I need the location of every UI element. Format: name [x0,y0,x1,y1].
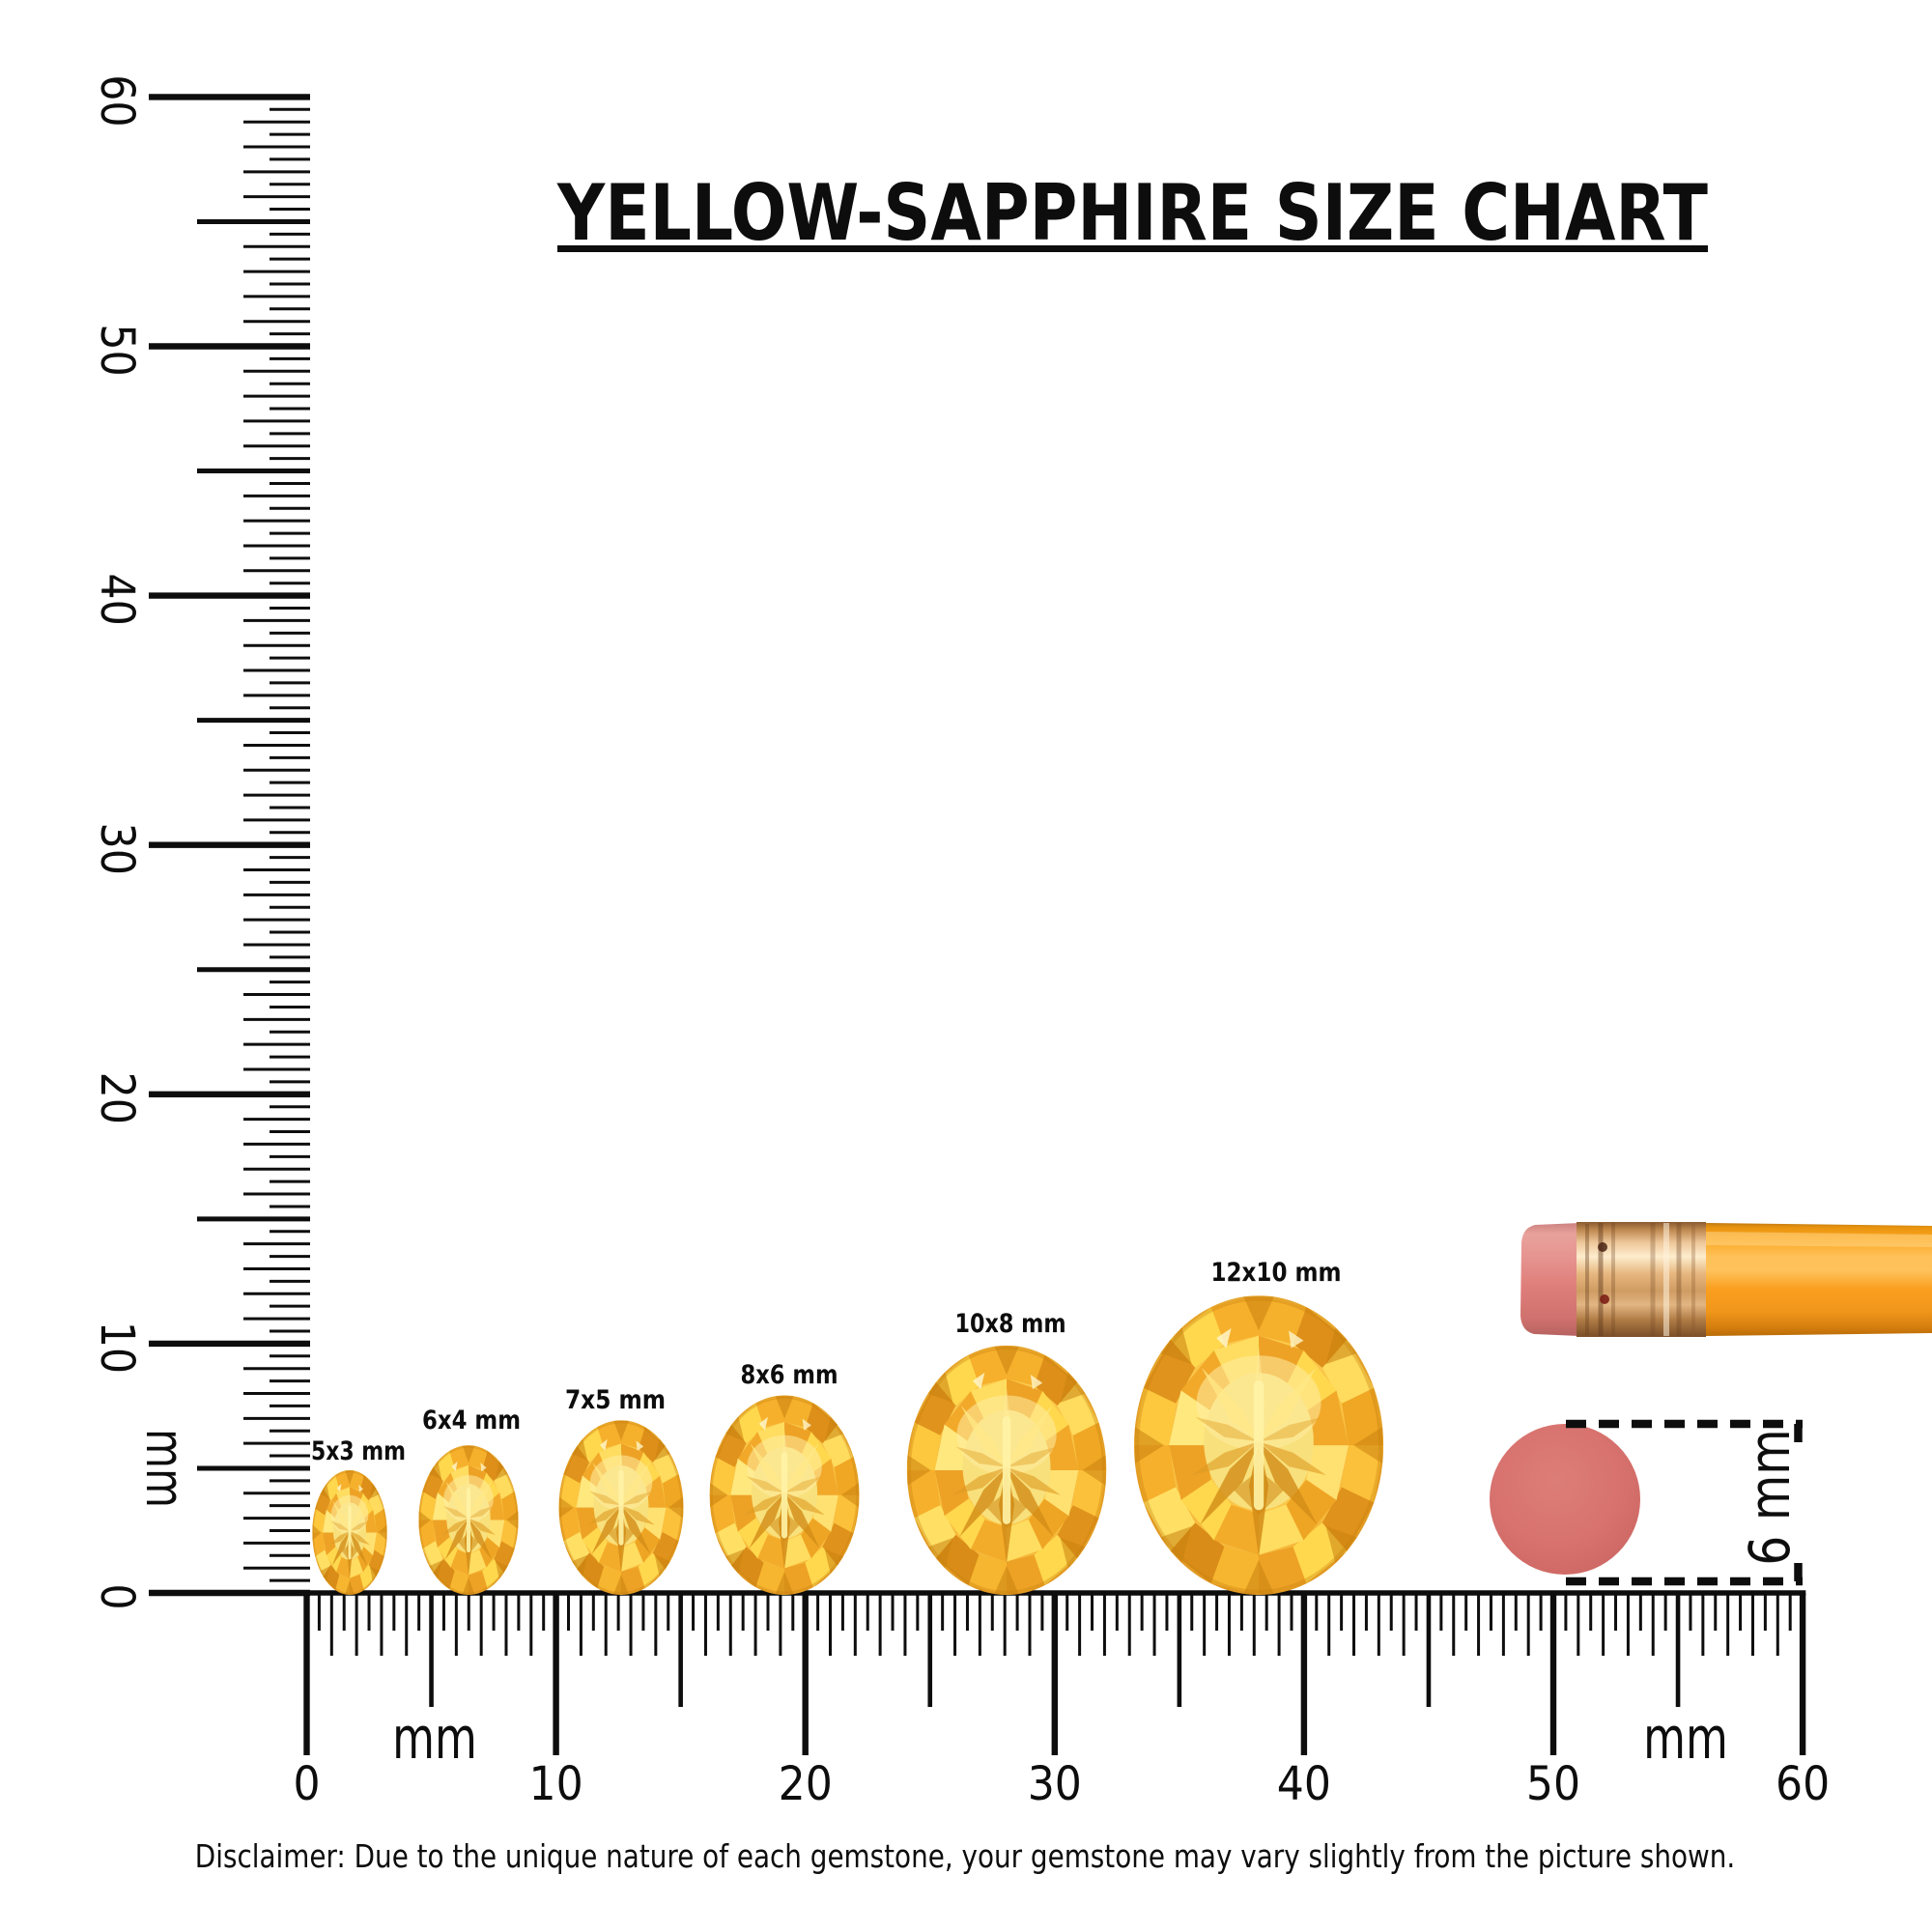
gem-12x10mm [1134,1295,1383,1595]
h-ruler-number-30: 30 [1028,1756,1082,1810]
ruler-graphic [149,94,1806,1755]
gem-6x4mm [418,1445,519,1595]
v-ruler-number-60: 60 [90,74,144,127]
gem-10x8mm [907,1346,1107,1595]
h-ruler-number-40: 40 [1277,1756,1331,1810]
v-ruler-number-20: 20 [90,1072,144,1124]
v-ruler-number-30: 30 [90,823,144,875]
v-ruler-number-40: 40 [90,573,144,625]
gem-7x5mm [558,1420,684,1595]
gem-size-label: 10x8 mm [954,1308,1065,1339]
v-ruler-number-0: 0 [90,1583,144,1609]
gem-size-label: 5x3 mm [311,1435,406,1466]
v-ruler-unit: mm [134,1429,194,1508]
pencil-eraser [1520,1223,1579,1336]
pencil-body [1706,1223,1932,1336]
gem-8x6mm [709,1395,860,1595]
gem-size-label: 7x5 mm [565,1384,666,1414]
gem-size-label: 12x10 mm [1210,1257,1341,1287]
eraser-disc [1490,1424,1640,1575]
h-ruler-number-20: 20 [779,1756,833,1810]
pencil [1520,1222,1932,1337]
pencil-ferrule [1577,1222,1706,1337]
disc-dimension-label: 6 mm [1737,1429,1803,1565]
page-title: YELLOW-SAPPHIRE SIZE CHART [556,169,1708,259]
h-ruler-unit-left: mm [392,1705,477,1773]
h-ruler-number-50: 50 [1526,1756,1580,1810]
h-ruler-number-60: 60 [1776,1756,1830,1810]
v-ruler-number-50: 50 [90,324,144,376]
disclaimer-text: Disclaimer: Due to the unique nature of … [195,1839,1735,1876]
dimension-lines [1566,1419,1803,1586]
title-underline [557,245,1708,252]
gem-size-label: 6x4 mm [422,1405,521,1435]
gem-5x3mm [312,1470,387,1595]
h-ruler-number-10: 10 [529,1756,583,1810]
h-ruler-number-0: 0 [293,1756,320,1810]
h-ruler-unit-right: mm [1643,1705,1728,1773]
gem-size-label: 8x6 mm [740,1359,838,1389]
gems [312,1295,1383,1595]
v-ruler-number-10: 10 [90,1321,144,1374]
